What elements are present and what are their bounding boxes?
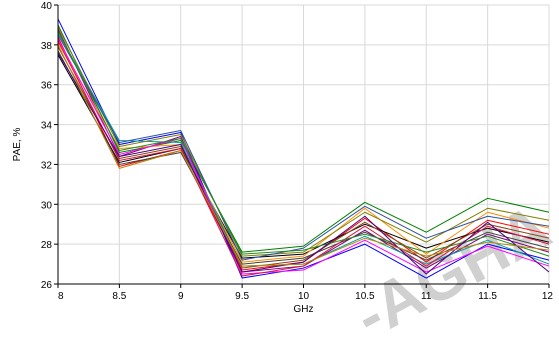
x-tick-label: 12 (542, 291, 554, 302)
series-line-14 (57, 30, 550, 257)
series-line-15 (57, 52, 550, 275)
y-tick-label: 32 (41, 160, 53, 171)
x-tick-label: 8 (58, 291, 64, 302)
y-tick-label: 34 (41, 121, 53, 132)
chart-series-group (57, 18, 550, 279)
y-tick-label: 28 (41, 240, 53, 251)
series-line-10 (57, 26, 550, 257)
x-tick-label: 9.5 (235, 291, 249, 302)
y-axis-label: PAE, % (12, 128, 23, 162)
y-tick-label: 36 (41, 81, 53, 92)
series-line-8 (57, 46, 550, 269)
x-axis-label: GHz (294, 304, 314, 315)
y-tick-labels: 26 28 30 32 34 36 38 40 (41, 1, 53, 291)
series-line-1 (57, 24, 550, 253)
series-line-3 (57, 18, 550, 279)
series-line-12 (57, 34, 550, 261)
x-tick-label: 10.5 (355, 291, 375, 302)
x-tick-label: 9 (178, 291, 184, 302)
x-tick-label: 11 (421, 291, 432, 302)
y-tick-label: 26 (41, 280, 53, 291)
y-tick-label: 30 (41, 200, 53, 211)
series-line-4 (57, 54, 550, 259)
chart-axes (54, 4, 550, 288)
y-tick-label: 40 (41, 1, 53, 12)
y-tick-label: 38 (41, 41, 53, 52)
series-line-6 (57, 42, 550, 263)
series-line-16 (57, 44, 550, 267)
x-tick-label: 10 (298, 291, 310, 302)
watermark: -AGHA (343, 190, 559, 337)
x-tick-label: 8.5 (112, 291, 126, 302)
x-tick-label: 11.5 (478, 291, 497, 302)
x-tick-labels: 8 8.5 9 9.5 10 10.5 11 11.5 12 (58, 291, 553, 302)
chart-grid (57, 4, 550, 285)
series-line-9 (57, 38, 550, 275)
